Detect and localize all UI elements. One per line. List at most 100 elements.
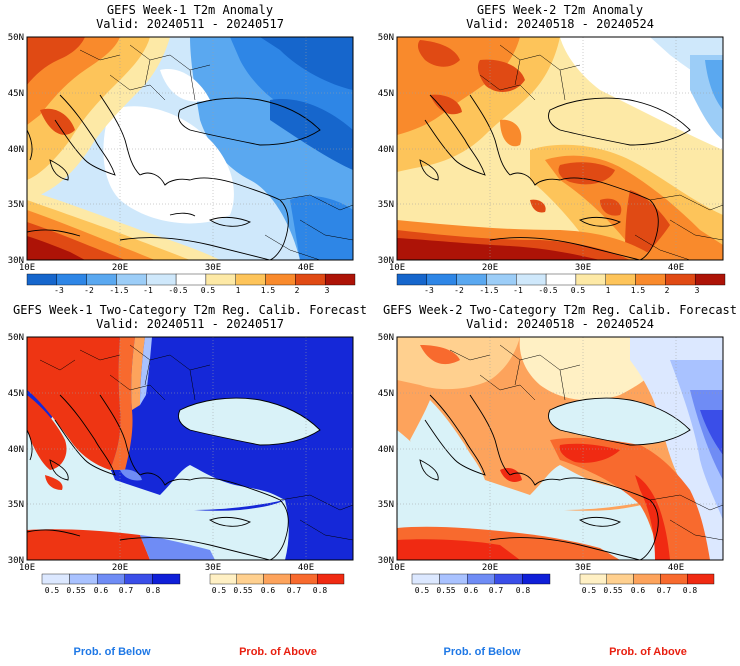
- panel-week1-anomaly: GEFS Week-1 T2m Anomaly Valid: 20240511 …: [8, 3, 356, 295]
- below-swatch: [522, 573, 551, 585]
- lat-label: 35N: [8, 500, 24, 510]
- colorbar-swatch: [175, 273, 207, 286]
- colorbar-label: 1: [606, 286, 611, 295]
- colorbar-swatch: [456, 273, 487, 286]
- border-outlines: [449, 344, 723, 541]
- anomaly-colorbar: -3 -2 -1.5 -1 -0.5 0.5 1 1.5 2 3: [396, 273, 726, 295]
- above-label: 0.8: [313, 586, 328, 595]
- coastline-outlines: [419, 394, 691, 560]
- colorbar-label: -0.5: [168, 286, 187, 295]
- colorbar-swatch: [146, 273, 177, 286]
- panel-week1-probability: GEFS Week-1 Two-Category T2m Reg. Calib.…: [8, 303, 367, 595]
- above-label: 0.6: [261, 586, 276, 595]
- lat-label: 35N: [8, 200, 24, 210]
- below-swatch: [152, 573, 181, 585]
- above-swatch: [236, 573, 264, 585]
- lon-label: 20E: [112, 263, 128, 273]
- above-swatch: [209, 573, 237, 585]
- lat-label: 35N: [378, 500, 394, 510]
- colorbar-swatch: [56, 273, 87, 286]
- lon-label: 40E: [298, 263, 314, 273]
- anomaly-map: [397, 37, 723, 260]
- lon-label: 20E: [482, 563, 498, 573]
- colorbar-label: -3: [54, 286, 64, 295]
- footer-legend: Prob. of Below Prob. of Above Prob. of B…: [74, 646, 687, 658]
- below-label: 0.5: [45, 586, 60, 595]
- probability-colorbars: 0.5 0.55 0.6 0.7 0.8 0.5 0.55 0.6 0.7 0.…: [411, 573, 715, 595]
- colorbar-swatch: [665, 273, 696, 286]
- colorbar-label: -2: [84, 286, 94, 295]
- lon-axis: 10E 20E 30E 40E: [389, 263, 684, 273]
- colorbar-swatch: [116, 273, 147, 286]
- colorbar-label: 1.5: [261, 286, 276, 295]
- lat-label: 50N: [8, 33, 24, 43]
- colorbar-label: 2: [295, 286, 300, 295]
- below-swatch: [411, 573, 440, 585]
- above-swatch: [606, 573, 634, 585]
- colorbar-swatch: [694, 273, 726, 286]
- lat-label: 30N: [8, 556, 24, 566]
- lon-label: 20E: [482, 263, 498, 273]
- below-label: 0.7: [119, 586, 134, 595]
- below-swatch: [467, 573, 496, 585]
- lat-label: 45N: [378, 89, 394, 99]
- lon-label: 40E: [298, 563, 314, 573]
- coastline-outlines: [27, 394, 321, 560]
- below-label: 0.6: [464, 586, 479, 595]
- panel-valid-dates: Valid: 20240518 - 20240524: [466, 317, 654, 331]
- colorbar-swatch: [486, 273, 517, 286]
- lat-label: 40N: [8, 145, 24, 155]
- lat-axis: 50N 45N 40N 35N 30N: [8, 33, 24, 266]
- lat-label: 50N: [378, 333, 394, 343]
- colorbar-swatch: [545, 273, 577, 286]
- panel-week2-anomaly: GEFS Week-2 T2m Anomaly Valid: 20240518 …: [378, 3, 726, 295]
- below-swatch: [41, 573, 70, 585]
- colorbar-swatch: [205, 273, 236, 286]
- colorbar-label: -3: [424, 286, 434, 295]
- lon-label: 40E: [668, 563, 684, 573]
- below-label: 0.8: [516, 586, 531, 595]
- graticule: [397, 337, 723, 560]
- lon-label: 20E: [112, 563, 128, 573]
- above-swatch: [290, 573, 318, 585]
- above-label: 0.7: [657, 586, 672, 595]
- colorbar-swatch: [86, 273, 117, 286]
- lon-axis: 10E 20E 30E 40E: [19, 563, 314, 573]
- colorbar-label: 0.5: [201, 286, 216, 295]
- lat-label: 35N: [378, 200, 394, 210]
- probability-map: [397, 337, 723, 560]
- prob-above-label: Prob. of Above: [239, 646, 317, 658]
- above-swatch: [317, 573, 345, 585]
- probability-map: [27, 337, 353, 560]
- colorbar-swatch: [235, 273, 266, 286]
- lat-label: 40N: [8, 445, 24, 455]
- colorbar-swatch: [396, 273, 428, 286]
- graticule: [397, 37, 723, 260]
- colorbar-label: 2: [665, 286, 670, 295]
- colorbar-label: -1: [143, 286, 153, 295]
- colorbar-swatch: [295, 273, 326, 286]
- colorbar-swatch: [605, 273, 636, 286]
- above-label: 0.7: [287, 586, 302, 595]
- map-frame: [396, 336, 724, 561]
- lon-label: 10E: [19, 263, 35, 273]
- colorbar-label: 1.5: [631, 286, 646, 295]
- lat-label: 45N: [8, 389, 24, 399]
- above-label: 0.55: [603, 586, 622, 595]
- above-swatch: [579, 573, 607, 585]
- anomaly-map: [27, 37, 353, 260]
- above-label: 0.8: [683, 586, 698, 595]
- colorbar-swatch: [265, 273, 296, 286]
- colorbar-swatch: [26, 273, 58, 286]
- lon-label: 10E: [19, 563, 35, 573]
- panel-valid-dates: Valid: 20240511 - 20240517: [96, 317, 284, 331]
- lon-label: 10E: [389, 263, 405, 273]
- below-label: 0.7: [489, 586, 504, 595]
- below-swatch: [494, 573, 523, 585]
- prob-above-label: Prob. of Above: [609, 646, 687, 658]
- colorbar-label: -0.5: [538, 286, 557, 295]
- lat-label: 30N: [378, 256, 394, 266]
- lon-label: 30E: [575, 263, 591, 273]
- panel-title: GEFS Week-2 T2m Anomaly: [477, 3, 643, 17]
- below-label: 0.8: [146, 586, 161, 595]
